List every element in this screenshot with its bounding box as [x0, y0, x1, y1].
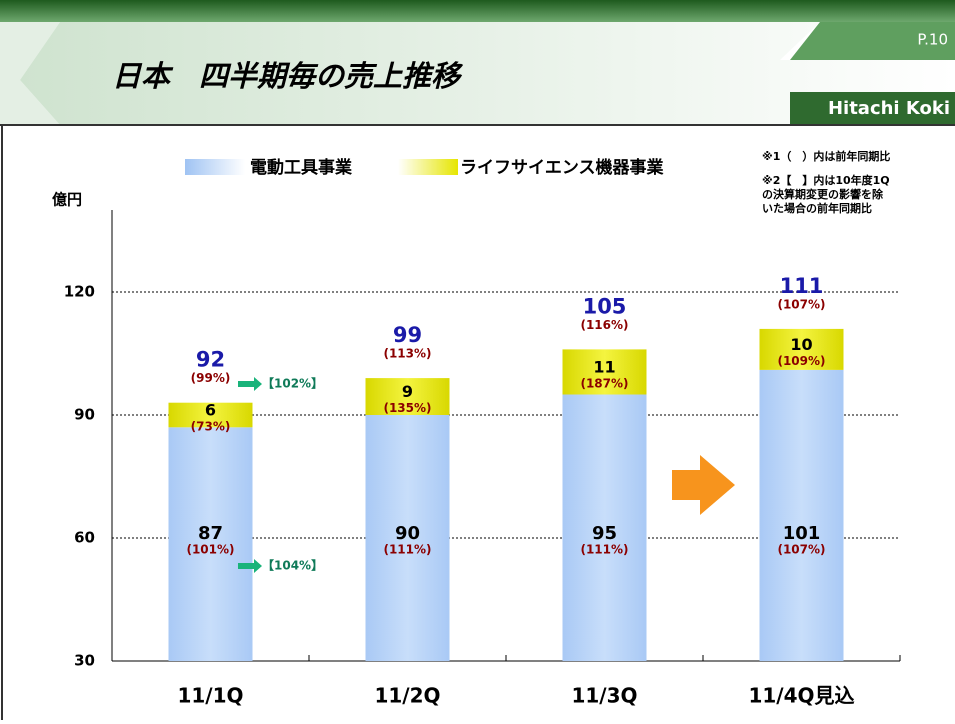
bar-segment [168, 427, 253, 661]
growth-label: (111%) [580, 542, 628, 556]
growth-label: (109%) [777, 354, 825, 368]
adjusted-label: 【102%】 [262, 376, 323, 391]
bar-segment [759, 328, 844, 370]
total-growth-label: (107%) [777, 297, 825, 311]
total-label: 105 [583, 294, 627, 318]
x-tick-label: 11/1Q [177, 684, 243, 708]
growth-label: (107%) [777, 542, 825, 556]
bar-segment [365, 415, 450, 661]
brand: Hitachi Koki [828, 98, 950, 119]
y-tick-label: 90 [74, 406, 95, 424]
total-growth-label: (116%) [580, 318, 628, 332]
bar-segment [365, 378, 450, 415]
page-number: P.10 [917, 31, 948, 49]
note: ※2【 】内は10年度1Q [762, 173, 890, 187]
brand-box [790, 92, 955, 125]
y-tick-label: 30 [74, 652, 95, 670]
header-wedge [0, 22, 60, 125]
x-tick-label: 11/4Q見込 [748, 684, 854, 708]
forecast-arrow [672, 455, 735, 515]
y-tick-label: 120 [64, 283, 95, 301]
total-label: 92 [196, 348, 225, 372]
legend-swatch [185, 159, 245, 175]
adjusted-label: 【104%】 [262, 558, 323, 573]
bar-segment [562, 349, 647, 395]
title: 日本 四半期毎の売上推移 [112, 59, 464, 93]
y-axis-label: 億円 [52, 191, 82, 209]
data-label: 10 [790, 335, 812, 354]
data-label: 87 [198, 523, 223, 544]
total-growth-label: (99%) [191, 371, 231, 385]
header-band [20, 22, 955, 125]
total-growth-label: (113%) [383, 347, 431, 361]
note: ※1（ ）内は前年同期比 [762, 149, 890, 163]
data-label: 11 [593, 357, 615, 376]
legend-label: 電動工具事業 [250, 157, 352, 178]
bar-segment [168, 402, 253, 428]
growth-label: (135%) [383, 401, 431, 415]
note: いた場合の前年同期比 [762, 201, 872, 215]
plot: 30 60 90 120 11/1Q 87(101%) 6(73%) 92(99%) 11/2Q… [64, 210, 901, 708]
growth-label: (73%) [191, 420, 231, 434]
header-tab [790, 22, 955, 60]
data-label: 90 [395, 523, 420, 544]
legend-label: ライフサイエンス機器事業 [460, 157, 664, 178]
x-tick-label: 11/3Q [571, 684, 637, 708]
note: の決算期変更の影響を除 [762, 187, 884, 201]
growth-label: (187%) [580, 376, 628, 390]
total-label: 99 [393, 323, 422, 347]
growth-label: (111%) [383, 542, 431, 556]
data-label: 9 [402, 382, 413, 401]
pointer-arrow [238, 559, 262, 573]
pointer-arrow [238, 377, 262, 391]
header-bar [0, 0, 955, 22]
data-label: 95 [592, 523, 617, 544]
bar-segment [562, 394, 647, 661]
y-tick-label: 60 [74, 529, 95, 547]
x-tick-label: 11/2Q [374, 684, 440, 708]
data-label: 101 [783, 523, 821, 544]
data-label: 6 [205, 401, 216, 420]
total-label: 111 [780, 274, 824, 298]
legend-swatch [398, 159, 458, 175]
growth-label: (101%) [186, 542, 234, 556]
bar-segment [759, 369, 844, 661]
